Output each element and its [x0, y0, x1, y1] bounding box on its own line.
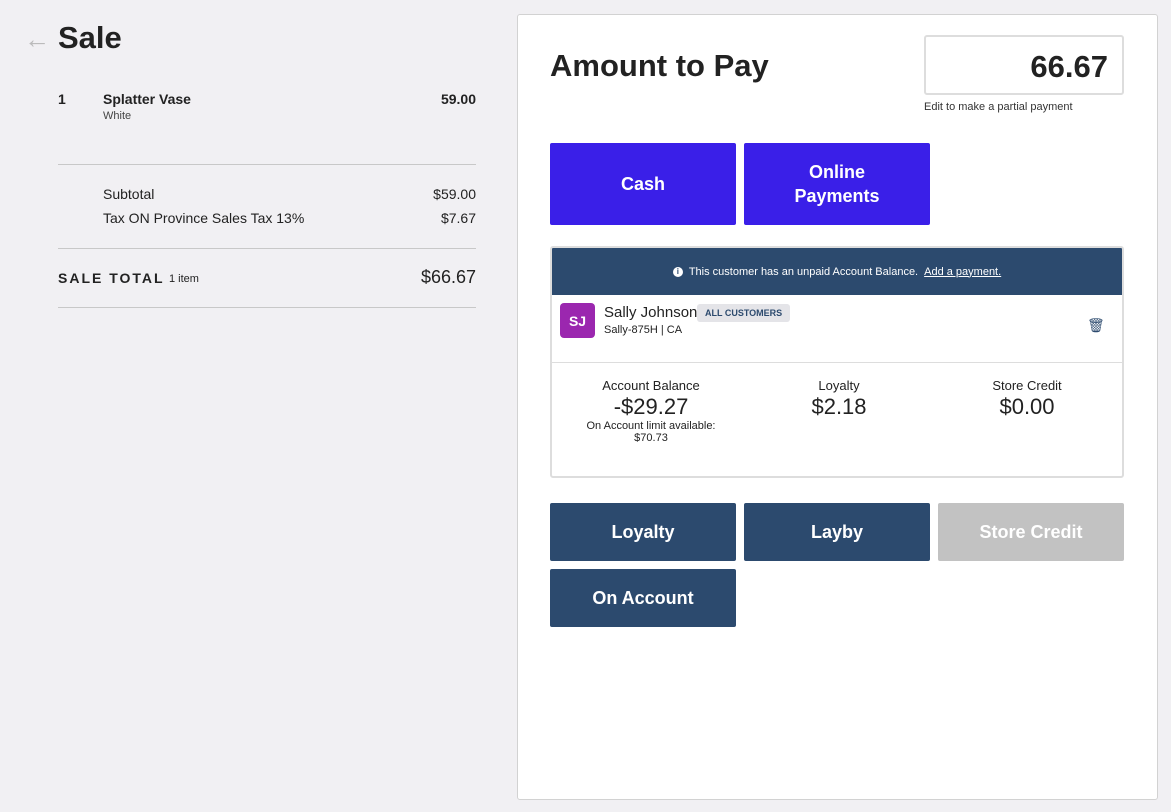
notice-text: This customer has an unpaid Account Bala… [688, 265, 919, 278]
customer-code: Sally-875H | CA [604, 324, 683, 336]
limit-label: On Account limit available: [586, 420, 716, 432]
item-qty: 1 [58, 91, 66, 107]
item-variant: White [103, 110, 132, 122]
info-icon: i [672, 266, 683, 277]
balance-notice: i This customer has an unpaid Account Ba… [552, 248, 1122, 295]
divider [58, 164, 476, 165]
store-credit-label: Store Credit [992, 378, 1062, 393]
item-count: 1 item [169, 273, 199, 285]
account-balance-stat: Account Balance -$29.27 On Account limit… [556, 378, 746, 444]
divider [552, 362, 1122, 363]
layby-button[interactable]: Layby [744, 503, 930, 561]
item-price: 59.00 [440, 91, 476, 107]
back-arrow-icon[interactable]: ← [24, 24, 50, 54]
loyalty-label: Loyalty [818, 378, 860, 393]
loyalty-value: $2.18 [811, 394, 867, 419]
on-account-button[interactable]: On Account [550, 569, 736, 627]
cash-button[interactable]: Cash [550, 143, 736, 225]
page-title: Sale [58, 20, 122, 55]
item-name[interactable]: Splatter Vase [103, 91, 191, 107]
sale-total-value: $66.67 [420, 267, 476, 287]
amount-input[interactable]: 66.67 [924, 35, 1124, 95]
add-payment-link[interactable]: Add a payment. [924, 265, 1002, 278]
trash-icon[interactable]: 🗑 [1087, 317, 1105, 333]
sale-total-label: SALE TOTAL [58, 270, 165, 286]
store-credit-value: $0.00 [999, 394, 1055, 419]
customer-card: i This customer has an unpaid Account Ba… [550, 246, 1124, 478]
customer-group-badge: ALL CUSTOMERS [697, 304, 791, 322]
online-payments-button[interactable]: Online Payments [744, 143, 930, 225]
loyalty-stat: Loyalty $2.18 [744, 378, 934, 420]
subtotal-label: Subtotal [103, 186, 155, 202]
store-credit-stat: Store Credit $0.00 [932, 378, 1122, 420]
divider [58, 248, 476, 249]
limit-value: $70.73 [634, 432, 668, 444]
tax-label: Tax ON Province Sales Tax 13% [103, 210, 305, 226]
balance-label: Account Balance [602, 378, 700, 393]
partial-payment-hint: Edit to make a partial payment [924, 101, 1073, 113]
customer-name[interactable]: Sally Johnson [604, 304, 698, 321]
loyalty-button[interactable]: Loyalty [550, 503, 736, 561]
store-credit-button[interactable]: Store Credit [938, 503, 1124, 561]
avatar: SJ [560, 303, 595, 338]
amount-to-pay-title: Amount to Pay [550, 48, 769, 83]
tax-value: $7.67 [440, 210, 476, 226]
divider [58, 307, 476, 308]
subtotal-value: $59.00 [433, 186, 476, 202]
balance-value: -$29.27 [613, 394, 689, 419]
